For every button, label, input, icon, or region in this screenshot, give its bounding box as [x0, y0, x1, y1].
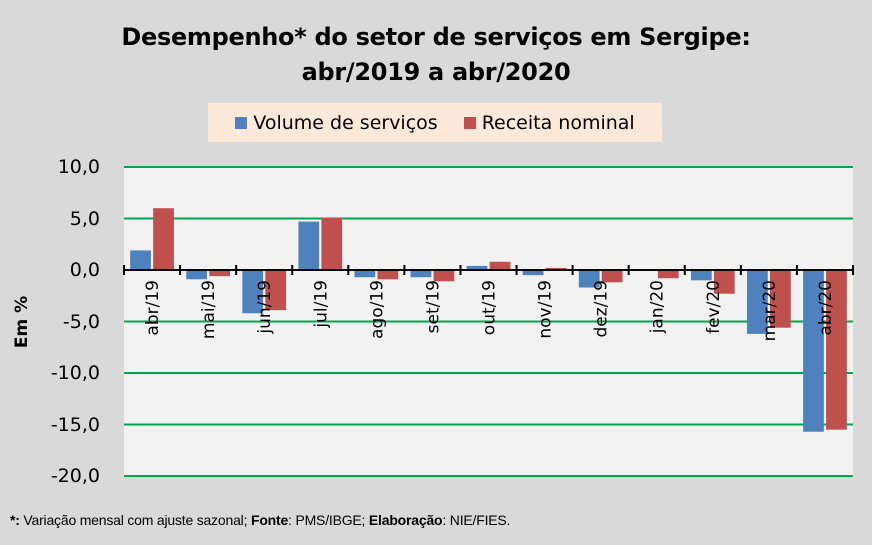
x-tick-label: dez/19	[592, 280, 612, 338]
legend-item-receita: Receita nominal	[463, 111, 635, 134]
bar-volume	[466, 265, 488, 270]
footnote-text-2: : PMS/IBGE;	[288, 512, 369, 528]
chart-title: Desempenho* do setor de serviços em Serg…	[121, 23, 751, 51]
bar-volume	[522, 270, 544, 276]
y-tick-label: 0,0	[69, 259, 100, 281]
bar-volume	[130, 250, 151, 270]
legend-label-volume: Volume de serviços	[253, 111, 438, 134]
x-tick-label: abr/19	[143, 280, 163, 336]
bar-volume	[578, 270, 600, 288]
y-tick-label: -5,0	[62, 310, 100, 333]
bar-receita	[265, 270, 287, 311]
footnote-text-1: Variação mensal com ajuste sazonal;	[19, 512, 251, 528]
legend-swatch-receita	[463, 116, 476, 129]
bar-receita	[545, 267, 567, 270]
bar-receita	[433, 270, 455, 282]
footnote-fonte-label: Fonte	[250, 512, 289, 528]
x-tick-label: jul/19	[311, 280, 331, 329]
bar-volume	[747, 270, 768, 334]
bar-receita	[826, 270, 847, 430]
y-tick-label: -10,0	[50, 362, 100, 384]
x-tick-label: out/19	[480, 280, 500, 335]
legend: Volume de serviços Receita nominal	[208, 103, 662, 142]
bar-receita	[657, 270, 679, 279]
x-tick-label: nov/19	[536, 280, 556, 339]
chart-subtitle: abr/2019 a abr/2020	[301, 58, 571, 86]
bar-receita	[321, 217, 343, 270]
bar-volume	[803, 270, 824, 432]
x-tick-label: set/19	[423, 280, 443, 333]
bar-volume	[186, 270, 207, 280]
x-tick-label: ago/19	[367, 280, 387, 339]
bar-volume	[354, 270, 376, 278]
x-tick-label: jan/20	[648, 280, 668, 334]
bar-volume	[410, 270, 432, 278]
bar-receita	[489, 261, 511, 270]
x-tick-label: mai/19	[199, 280, 219, 339]
y-tick-label: 10,0	[57, 156, 100, 178]
legend-swatch-volume	[235, 116, 248, 129]
bar-volume	[242, 270, 264, 314]
bar-receita	[377, 270, 399, 280]
y-tick-label: -15,0	[50, 413, 100, 436]
y-tick-label: -20,0	[50, 465, 100, 487]
x-tick-label: jun/19	[255, 280, 275, 335]
x-tick-label: fev/20	[704, 280, 724, 334]
legend-label-receita: Receita nominal	[481, 111, 635, 134]
bar-receita	[713, 270, 735, 294]
y-tick-label: 5,0	[69, 207, 100, 230]
x-tick-label: abr/20	[816, 280, 836, 336]
footnote-text-3: : NIE/FIES.	[442, 512, 511, 528]
bar-receita	[153, 208, 174, 270]
footnote: *: Variação mensal com ajuste sazonal; F…	[10, 512, 510, 528]
bar-volume	[298, 221, 320, 270]
legend-item-volume: Volume de serviços	[235, 111, 438, 134]
x-tick-label: mar/20	[760, 280, 780, 341]
bar-receita	[770, 270, 791, 328]
bar-receita	[601, 270, 623, 283]
footnote-star: *:	[10, 512, 20, 528]
bar-receita	[209, 270, 230, 277]
footnote-elaboracao-label: Elaboração	[368, 512, 443, 528]
bar-volume	[690, 270, 712, 281]
